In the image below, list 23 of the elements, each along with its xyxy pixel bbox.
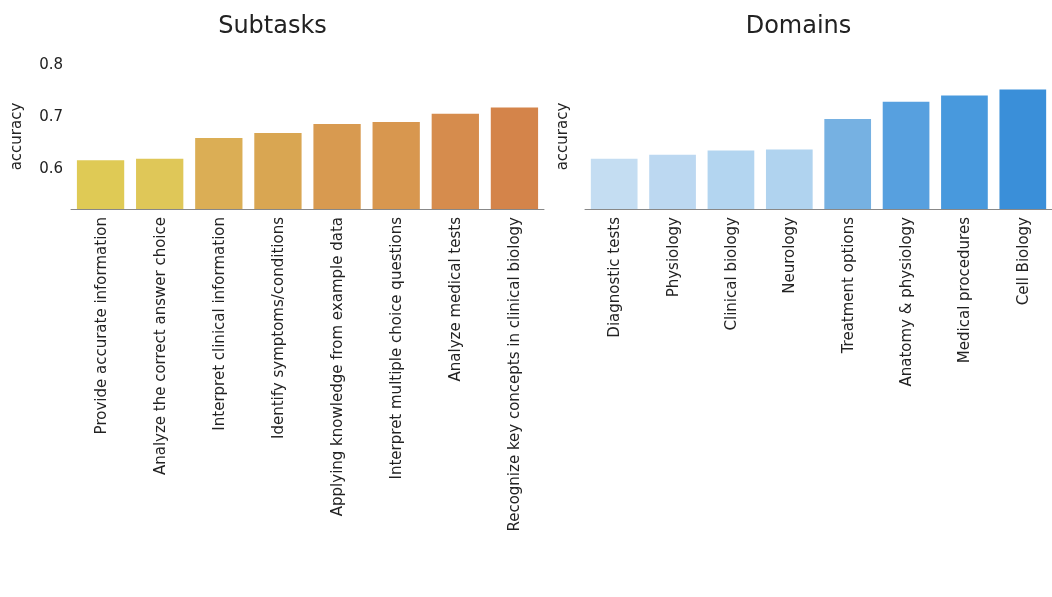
x-tick-label: Identify symptoms/conditions — [268, 216, 287, 439]
x-tick-label: Anatomy & physiology — [897, 216, 916, 387]
y-tick-label: 0.8 — [39, 55, 63, 73]
y-axis-title: accuracy — [6, 102, 25, 171]
y-axis-title: accuracy — [552, 102, 571, 171]
chart-title: Subtasks — [218, 11, 327, 39]
x-tick-label: Provide accurate information — [91, 217, 110, 435]
x-tick-label: Treatment options — [838, 216, 857, 355]
x-tick-label: Medical procedures — [955, 216, 974, 364]
x-tick-label: Interpret multiple choice questions — [387, 216, 406, 480]
x-tick-label: Analyze the correct answer choice — [150, 217, 169, 476]
x-tick-label: Analyze medical tests — [446, 216, 465, 382]
y-tick-label: 0.7 — [39, 106, 63, 125]
x-tick-label: Physiology — [663, 216, 682, 298]
x-tick-label: Applying knowledge from example data — [328, 217, 347, 517]
x-tick-label: Diagnostic tests — [605, 216, 624, 338]
x-tick-label: Clinical biology — [721, 216, 740, 331]
chart-title: Domains — [745, 11, 852, 39]
x-tick-label: Neurology — [780, 216, 799, 294]
x-tick-label: Interpret clinical information — [209, 217, 228, 431]
x-tick-label: Cell Biology — [1013, 216, 1032, 306]
y-tick-label: 0.6 — [39, 158, 63, 177]
x-tick-label: Recognize key concepts in clinical biology — [505, 216, 524, 532]
